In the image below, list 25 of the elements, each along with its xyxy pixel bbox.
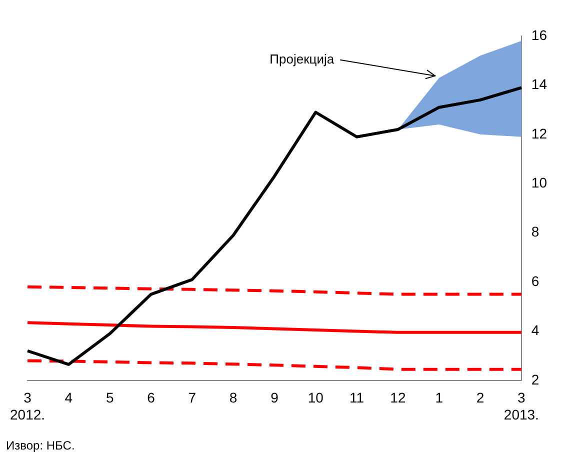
x-tick-label: 3 2013. bbox=[504, 390, 539, 422]
x-tick-label: 12 bbox=[390, 390, 406, 406]
x-tick-label: 9 bbox=[270, 390, 279, 406]
x-tick-label: 4 bbox=[64, 390, 73, 406]
x-tick-label: 10 bbox=[308, 390, 324, 406]
x-tick-label: 3 2012. bbox=[10, 390, 46, 422]
y-tick-label: 8 bbox=[531, 224, 540, 240]
annotation: Пројекција bbox=[270, 51, 335, 66]
x-tick-label: 7 bbox=[188, 390, 196, 406]
y-tick-label: 2 bbox=[531, 371, 540, 388]
text: Извор: НБС. bbox=[6, 438, 75, 452]
x-tick-label: 11 bbox=[350, 390, 364, 406]
x-tick-label: 8 bbox=[229, 390, 238, 406]
x-tick-label: 1 bbox=[435, 390, 444, 406]
y-tick-label: 12 bbox=[531, 125, 548, 142]
x-tick-label: 5 bbox=[106, 390, 114, 406]
y-tick-label: 4 bbox=[531, 322, 540, 338]
line-series bbox=[26, 285, 523, 296]
line-series bbox=[26, 359, 523, 371]
y-tick-label: 16 bbox=[531, 26, 548, 43]
y-tick-label: 14 bbox=[531, 76, 548, 92]
y-tick-label: 10 bbox=[531, 174, 548, 190]
x-tick-label: 6 bbox=[147, 390, 156, 406]
y-tick-label: 6 bbox=[531, 272, 540, 289]
x-tick-label: 2 bbox=[476, 390, 484, 406]
